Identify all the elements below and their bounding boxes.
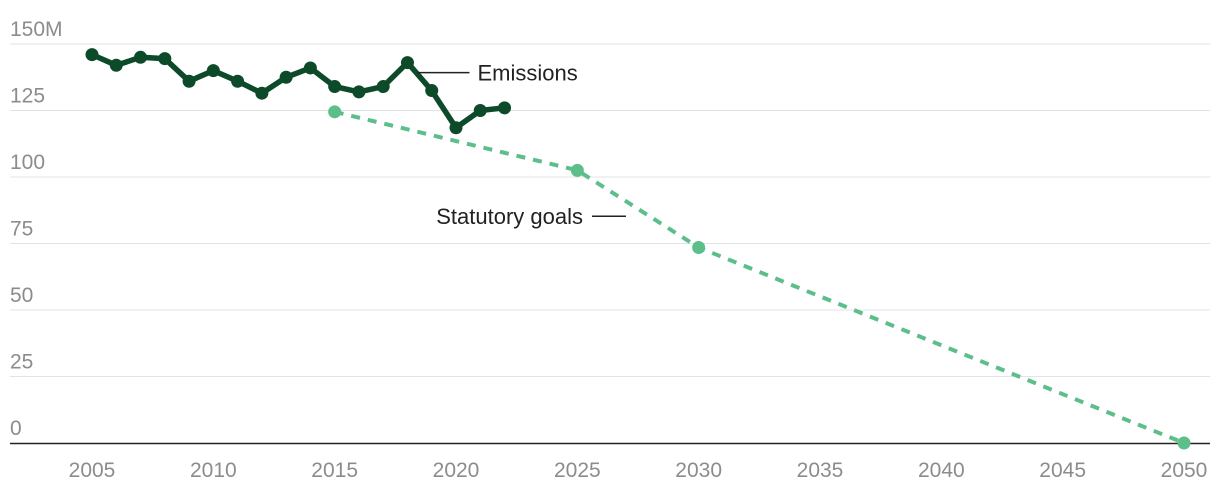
x-tick-label: 2040 [918, 459, 965, 482]
emissions-point [473, 104, 487, 117]
y-tick-label: 0 [10, 417, 22, 440]
x-tick-label: 2025 [554, 459, 601, 482]
emissions-point [498, 101, 512, 115]
emissions-point [425, 84, 439, 98]
x-tick-label: 2050 [1161, 459, 1208, 482]
x-tick-label: 2020 [433, 459, 480, 482]
emissions-point [182, 74, 196, 88]
emissions-point [279, 70, 293, 84]
statutory-goals-point [692, 240, 706, 254]
x-tick-label: 2010 [190, 459, 237, 482]
series-labels: Emissions Statutory goals [417, 61, 626, 229]
statutory-goals-point [570, 163, 584, 177]
emissions-point [400, 56, 414, 70]
emissions-point [206, 64, 220, 78]
gridlines [10, 43, 1210, 377]
emissions-point [109, 58, 123, 72]
emissions-point [85, 48, 99, 62]
x-tick-label: 2030 [675, 459, 722, 482]
emissions-point [449, 121, 463, 135]
emissions-point [352, 85, 366, 99]
x-tick-label: 2005 [69, 459, 116, 482]
x-axis-tick-labels: 2005 2010 2015 2020 2025 2030 2035 2040 2045 2050 [69, 459, 1208, 482]
statutory-goals-point [1177, 436, 1191, 450]
x-tick-label: 2015 [311, 459, 358, 482]
emissions-series [85, 48, 512, 135]
emissions-point [376, 80, 390, 94]
y-tick-label: 150M [10, 18, 63, 41]
emissions-point [255, 86, 269, 100]
emissions-point [303, 61, 317, 75]
y-tick-label: 100 [10, 151, 45, 174]
y-tick-label: 75 [10, 218, 33, 241]
y-tick-label: 25 [10, 351, 33, 374]
emissions-series-label: Emissions [477, 61, 577, 86]
emissions-point [134, 50, 148, 64]
emissions-line [89, 51, 508, 131]
statutory-goals-series-label: Statutory goals [436, 204, 583, 229]
series [85, 48, 1191, 450]
y-tick-label: 50 [10, 284, 33, 307]
statutory-goals-series [328, 105, 1191, 450]
emissions-point [231, 74, 245, 88]
statutory-goals-line [334, 109, 1185, 445]
statutory-goals-point [328, 105, 342, 119]
emissions-point [158, 52, 172, 66]
y-tick-label: 125 [10, 85, 45, 108]
x-tick-label: 2045 [1039, 459, 1086, 482]
y-axis-tick-labels: 0 25 50 75 100 125 150M [10, 18, 63, 440]
emissions-point [328, 80, 342, 94]
x-tick-label: 2035 [797, 459, 844, 482]
